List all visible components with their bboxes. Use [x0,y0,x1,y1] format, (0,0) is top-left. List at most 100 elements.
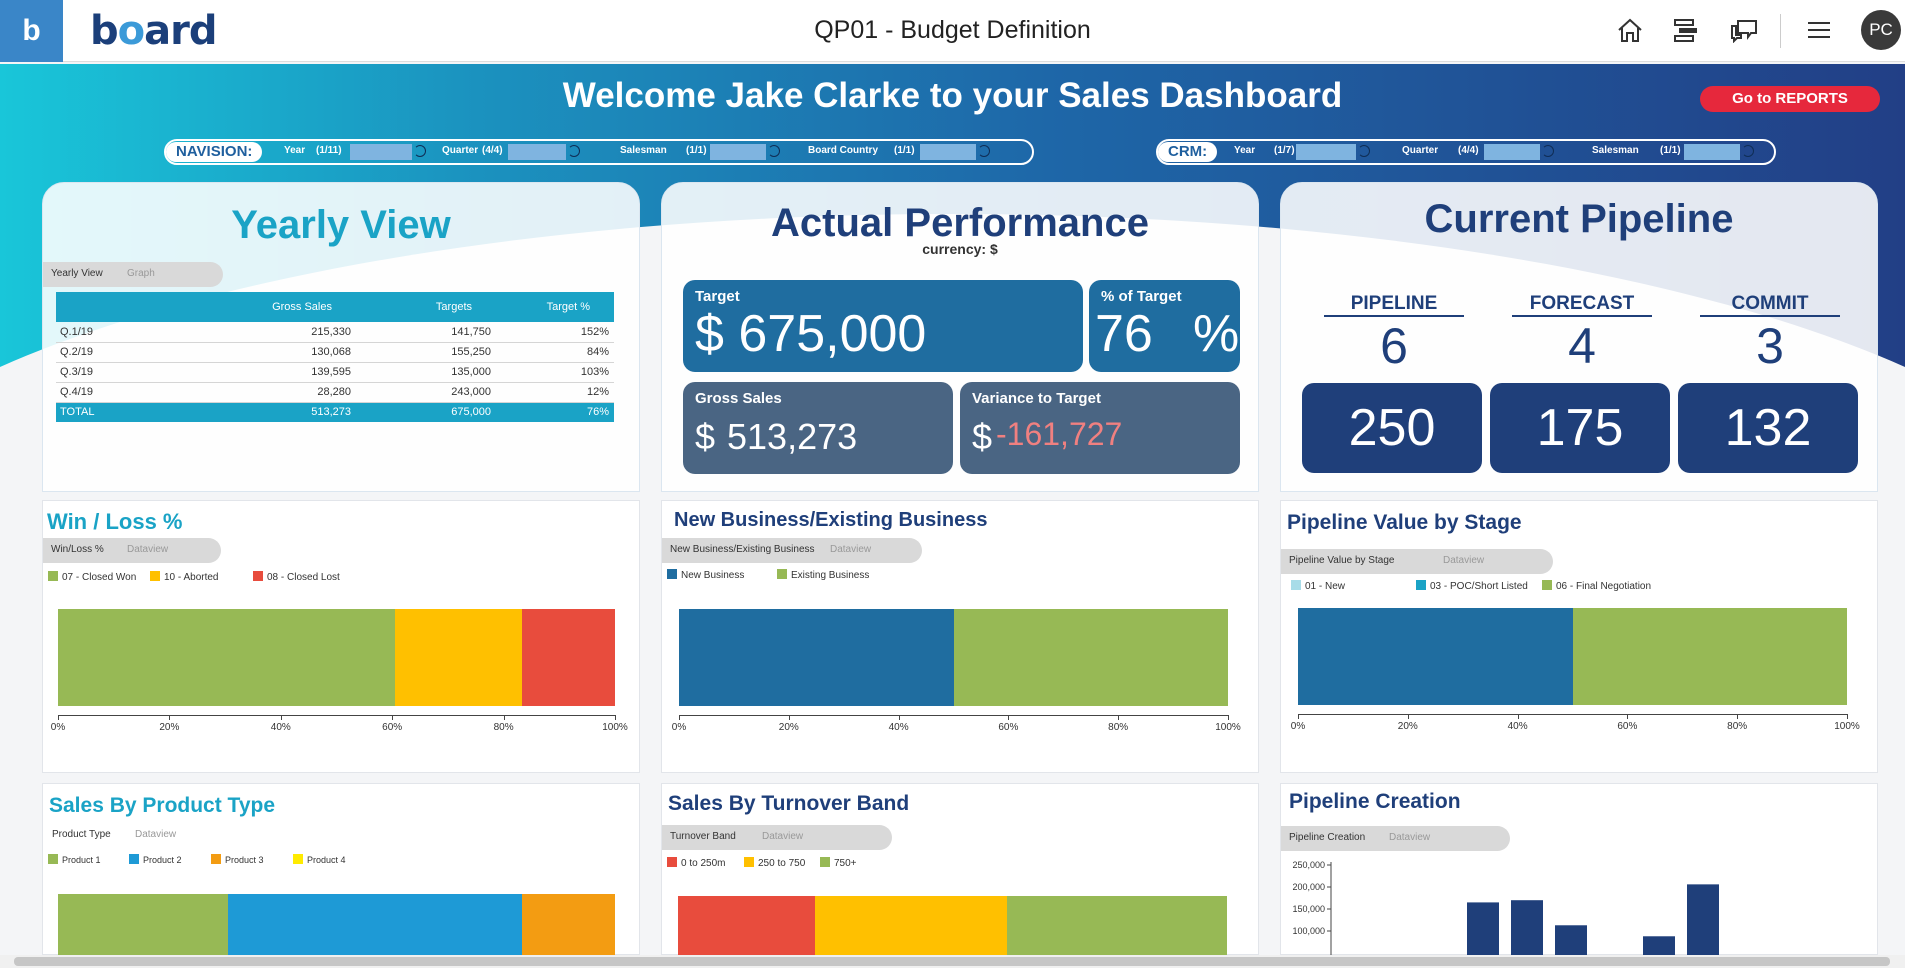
tab-new-existing-business[interactable]: New Business/Existing Business [670,544,815,555]
legend-item[interactable]: 750+ [820,857,857,869]
tab-dataview[interactable]: Dataview [762,831,804,842]
table-row[interactable]: Q.2/19 130,068 155,250 84% [56,342,614,363]
table-row[interactable]: Q.1/19 215,330 141,750 152% [56,322,614,343]
sales-by-turnover-band-tabs: Turnover Band Dataview [662,825,892,850]
x-tick-label: 40% [888,722,909,733]
table-row[interactable]: Q.3/19 139,595 135,000 103% [56,362,614,383]
new-existing-business-tabs: New Business/Existing Business Dataview [662,538,922,563]
board-app-icon[interactable]: b [0,0,63,62]
column-header[interactable]: Gross Sales [216,292,356,322]
sales-by-turnover-band-card: Sales By Turnover Band Turnover Band Dat… [661,783,1259,956]
bar[interactable] [1687,884,1719,956]
navision-filter-bar: NAVISION: Year (1/11) Quarter (4/4) Salesm… [164,139,1034,165]
commit-count: 3 [1756,318,1784,374]
legend-item[interactable]: Existing Business [777,569,869,581]
bar-segment[interactable] [58,894,228,956]
legend-item[interactable]: Product 1 [48,854,101,865]
legend-item[interactable]: 07 - Closed Won [48,571,136,583]
x-tick-mark [679,715,680,720]
x-tick-label: 100% [602,722,628,733]
home-icon[interactable] [1613,13,1647,47]
tab-graph[interactable]: Graph [127,268,155,279]
bar-segment[interactable] [394,609,522,706]
bar-segment[interactable] [815,896,1008,956]
tab-product-type[interactable]: Product Type [52,829,111,840]
legend-item[interactable]: 06 - Final Negotiation [1542,580,1651,592]
column-header[interactable]: Targets [356,292,496,322]
bar-segment[interactable] [521,609,615,706]
hierarchy-icon[interactable] [1669,13,1703,47]
tab-pipeline-value-by-stage[interactable]: Pipeline Value by Stage [1289,555,1395,566]
bar-segment[interactable] [58,609,395,706]
refresh-icon [768,145,780,157]
tab-pipeline-creation[interactable]: Pipeline Creation [1289,832,1366,843]
column-header[interactable]: Target % [496,292,614,322]
new-existing-business-card: New Business/Existing Business New Busin… [661,500,1259,773]
legend-item[interactable]: Product 4 [293,854,346,865]
yearly-view-tabs: Yearly View Graph [43,262,223,287]
legend-item[interactable]: 08 - Closed Lost [253,571,340,583]
x-tick-label: 0% [671,722,687,733]
pipeline-creation-card: Pipeline Creation Pipeline Creation Data… [1280,783,1878,956]
x-axis [58,715,615,716]
x-tick-label: 0% [50,722,66,733]
forecast-label: FORECAST [1512,293,1652,317]
x-tick-mark [898,715,900,720]
refresh-icon [568,145,580,157]
tab-dataview[interactable]: Dataview [830,544,872,555]
bar-segment[interactable] [1572,608,1847,705]
bar-segment[interactable] [678,896,816,956]
refresh-icon [1542,145,1554,157]
legend-item[interactable]: Product 3 [211,854,264,865]
x-tick-mark [1847,714,1848,719]
x-tick-mark [503,715,505,720]
tab-dataview[interactable]: Dataview [127,544,169,555]
legend-item[interactable]: 01 - New [1291,580,1345,592]
legend-item[interactable]: 250 to 750 [744,857,805,869]
table-row[interactable]: Q.4/19 28,280 243,000 12% [56,382,614,403]
bar-segment[interactable] [953,609,1228,706]
legend-item[interactable]: 0 to 250m [667,857,725,869]
x-tick-label: 20% [159,722,180,733]
horizontal-scrollbar[interactable] [0,955,1905,968]
legend-item[interactable]: 10 - Aborted [150,571,218,583]
tab-win-loss[interactable]: Win/Loss % [51,544,104,555]
x-tick-mark [1298,714,1299,719]
x-axis [679,715,1228,716]
tab-dataview[interactable]: Dataview [1389,832,1431,843]
legend-item[interactable]: Product 2 [129,854,182,865]
chat-icon[interactable] [1727,13,1761,47]
tab-dataview[interactable]: Dataview [135,829,177,840]
scrollbar-thumb[interactable] [14,957,1890,966]
menu-icon[interactable] [1802,13,1836,47]
crm-label: CRM: [1158,142,1218,162]
x-tick-mark [1627,714,1629,719]
x-tick-label: 60% [998,722,1019,733]
bar[interactable] [1555,925,1587,956]
bar-segment[interactable] [521,894,615,956]
bar-segment[interactable] [1298,608,1573,705]
table-header: Gross Sales Targets Target % [56,292,614,322]
x-tick-mark [1228,715,1229,720]
bar-segment[interactable] [1007,896,1227,956]
x-tick-label: 20% [1397,721,1418,732]
bar[interactable] [1643,936,1675,956]
bar-segment[interactable] [679,609,954,706]
bar-segment[interactable] [227,894,522,956]
target-kpi: Target $ 675,000 [683,280,1083,372]
win-loss-card: Win / Loss % Win/Loss % Dataview 07 - Cl… [42,500,640,773]
bar[interactable] [1511,900,1543,956]
bar[interactable] [1467,902,1499,956]
x-tick-label: 40% [270,722,291,733]
forecast-count: 4 [1568,318,1596,374]
go-to-reports-button[interactable]: Go to REPORTS [1700,86,1880,112]
yearly-view-table: Gross Sales Targets Target % Q.1/19 215,3… [56,292,614,422]
tab-dataview[interactable]: Dataview [1443,555,1485,566]
tab-turnover-band[interactable]: Turnover Band [670,831,736,842]
tab-yearly-view[interactable]: Yearly View [51,268,103,279]
legend-item[interactable]: New Business [667,569,744,581]
user-avatar[interactable]: PC [1861,10,1901,50]
legend-item[interactable]: 03 - POC/Short Listed [1416,580,1528,592]
x-tick-mark [1118,715,1120,720]
x-tick-label: 0% [1290,721,1306,732]
